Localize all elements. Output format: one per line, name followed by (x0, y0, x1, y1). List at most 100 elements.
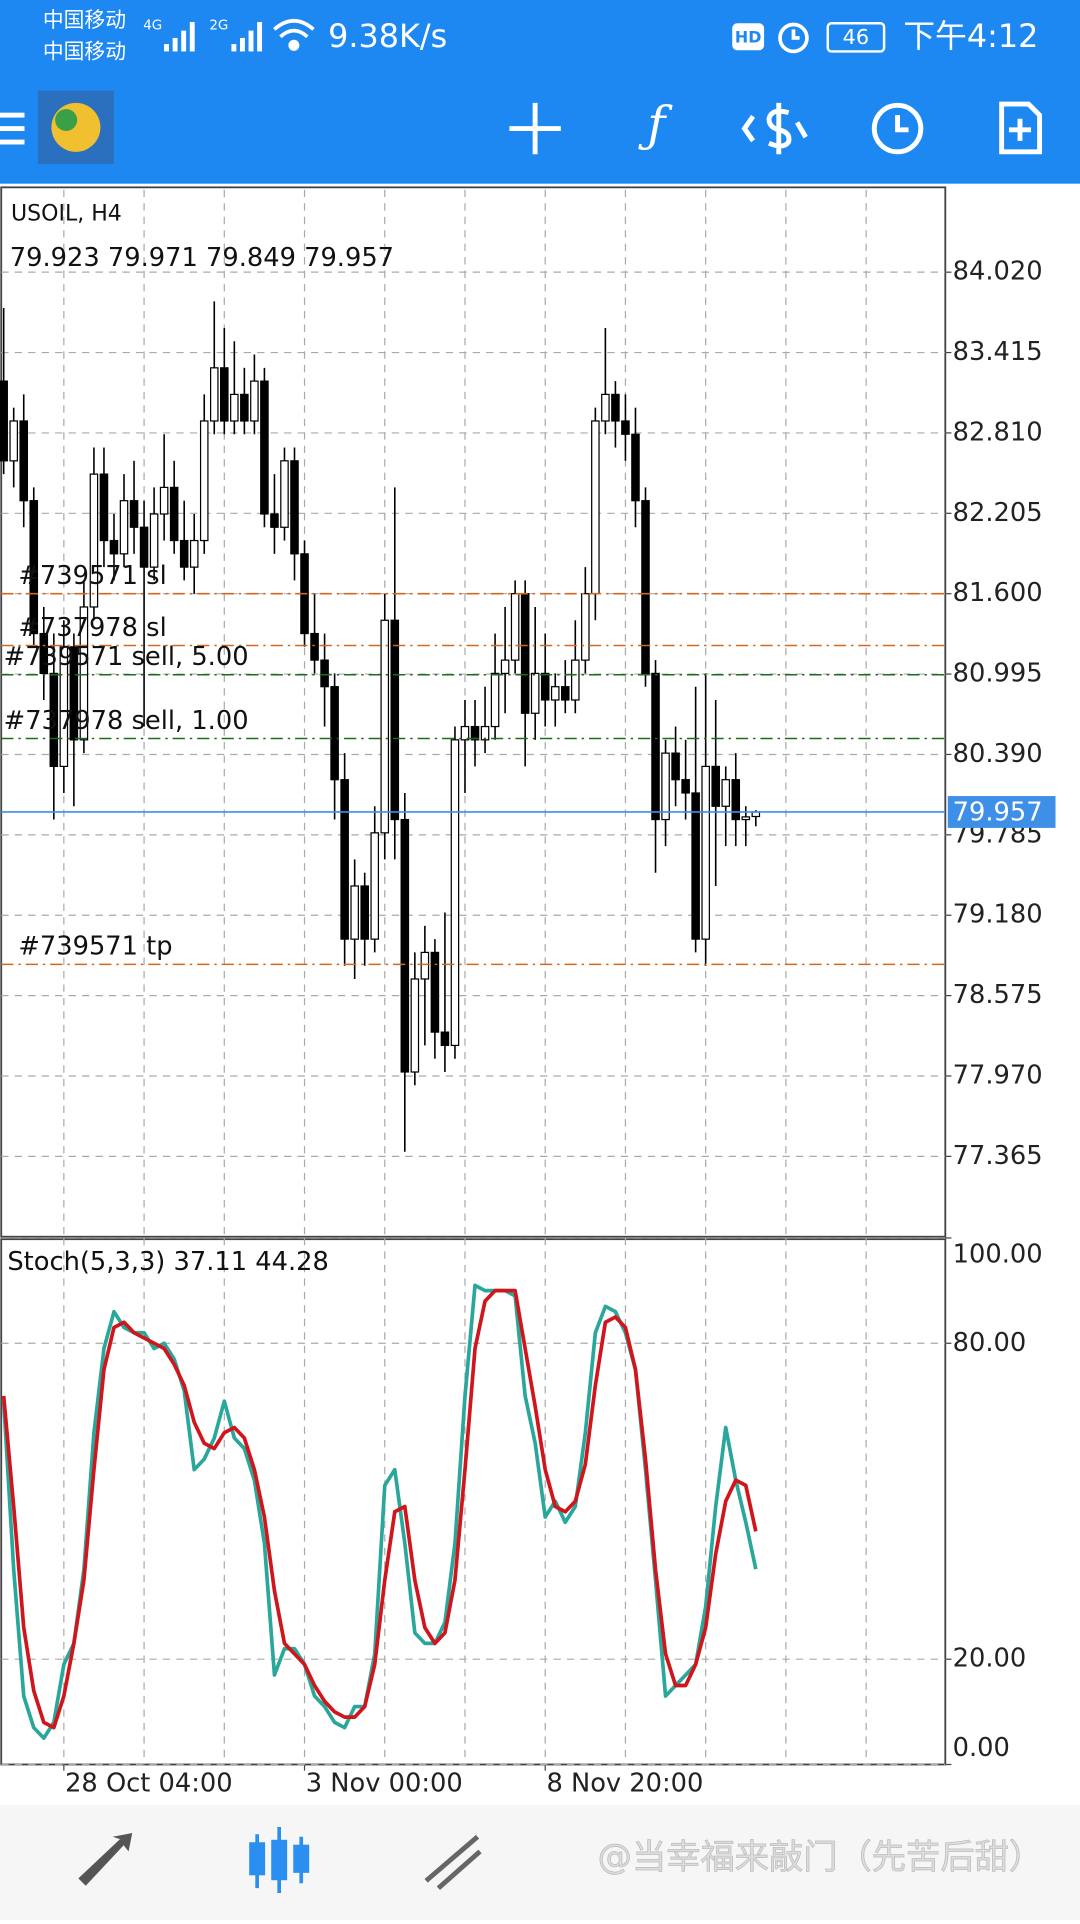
candle-body-up (741, 816, 751, 821)
trade-button[interactable] (741, 102, 808, 155)
candle-body-down (169, 486, 179, 542)
candle-body-up (450, 739, 460, 1047)
candle-body-up (530, 672, 540, 714)
order-level-label: #739571 sl (18, 561, 166, 591)
candle-body-up (701, 765, 710, 940)
stoch-line (1, 1288, 758, 1730)
candle-body-up (230, 393, 239, 422)
candle-body-up (571, 659, 580, 701)
candle-body-down (240, 393, 249, 422)
candle-body-down (270, 513, 279, 528)
candle-body-down (440, 1031, 450, 1047)
candle-body-up (721, 779, 731, 807)
hd-label: HD (735, 27, 762, 46)
crosshair-button[interactable] (509, 102, 561, 155)
y-tick-label: 83.415 (953, 337, 1043, 367)
y-tick-label: 77.365 (953, 1141, 1043, 1171)
ohlc-readout: 79.923 79.971 79.849 79.957 (10, 243, 394, 273)
order-level-label: #737978 sell, 1.00 (4, 706, 249, 736)
app-logo (37, 90, 114, 165)
candle-body-down (139, 526, 149, 568)
bottom-nav (0, 1804, 1080, 1920)
candle-body-down (400, 818, 410, 1073)
current-price-label: 79.957 (953, 798, 1043, 828)
candle-body-down (69, 646, 79, 741)
candle-body-down (310, 632, 319, 661)
candle-body-up (59, 646, 69, 768)
candle-body-down (390, 619, 400, 821)
candle-body-up (119, 500, 129, 555)
candle-body-down (540, 672, 550, 701)
candle-body-up (199, 420, 209, 542)
candle-body-down (560, 686, 570, 701)
watermark: @当幸福来敲门（先苦后甜） (598, 1837, 1043, 1877)
carrier: 中国移动 (43, 40, 126, 64)
hd-icon (732, 23, 765, 51)
candle-body-down (691, 792, 700, 940)
battery-icon (826, 22, 886, 53)
candle-body-up (550, 686, 560, 701)
trade-tab[interactable] (424, 1834, 482, 1890)
candle-body-up (591, 420, 600, 595)
candle-body-down (360, 885, 369, 940)
x-tick-label: 3 Nov 00:00 (306, 1769, 463, 1799)
candle-body-down (641, 500, 650, 675)
quotes-tab[interactable] (78, 1833, 133, 1886)
candle-body-down (0, 380, 8, 462)
alarm-icon (778, 22, 809, 54)
new-order-button[interactable] (999, 101, 1043, 155)
candle-body-down (520, 593, 530, 714)
candle-body-up (149, 513, 159, 568)
candle-body-down (430, 951, 440, 1033)
current-price-box (947, 796, 1056, 828)
y-tick-label: 82.810 (953, 417, 1043, 447)
candle-body-down (49, 672, 59, 768)
chart-layer: 84.020 83.415 82.810 82.205 81.600 80.995 80.3… (0, 189, 1056, 1799)
y-tick-label: 81.600 (953, 578, 1043, 608)
menu-button[interactable] (0, 112, 25, 145)
y-tick-label: 80.00 (953, 1328, 1027, 1358)
candle-body-up (159, 486, 169, 515)
candle-body-down (129, 500, 139, 528)
candle-body-down (340, 779, 349, 940)
candle-body-up (500, 659, 510, 675)
timeframe-button[interactable] (871, 102, 924, 155)
candle-body-down (631, 433, 640, 502)
candle-body-down (330, 686, 339, 781)
candle-body-down (731, 779, 741, 821)
candle-body-up (581, 593, 590, 661)
candle-body-down (290, 460, 299, 555)
y-tick-label: 78.575 (953, 980, 1043, 1010)
net-speed: 9.38K/s (328, 17, 447, 55)
candle-body-up (209, 367, 219, 422)
candle-body-up (480, 725, 490, 741)
carrier: 中国移动 (43, 8, 126, 32)
y-tick-label: 82.205 (953, 498, 1043, 528)
y-tick-label: 100.00 (953, 1240, 1043, 1270)
candle-body-up (380, 619, 390, 834)
network: 4G (143, 19, 162, 34)
symbol-title: USOIL, H4 (11, 201, 122, 226)
candle-body-up (410, 978, 420, 1073)
candle-body-down (621, 420, 630, 435)
battery-level: 46 (843, 25, 869, 49)
order-level-label: #737978 sl (18, 613, 166, 643)
candle-body-up (420, 951, 430, 980)
candle-body-up (601, 393, 610, 422)
chart-tab[interactable] (249, 1826, 310, 1894)
candle-body-down (320, 659, 329, 688)
candle-body-up (661, 752, 670, 821)
candle-body-up (9, 420, 18, 462)
x-tick-label: 8 Nov 20:00 (546, 1769, 703, 1799)
candle-body-up (350, 885, 359, 940)
order-level-label: #739571 sell, 5.00 (4, 642, 249, 672)
candle-body-up (510, 593, 520, 661)
y-tick-label: 77.970 (953, 1060, 1043, 1090)
candle-body-up (250, 380, 259, 422)
candle-body-down (99, 473, 109, 542)
y-tick-label: 0.00 (953, 1733, 1010, 1763)
candle-body-up (89, 473, 99, 608)
chart-frame (0, 186, 947, 1766)
